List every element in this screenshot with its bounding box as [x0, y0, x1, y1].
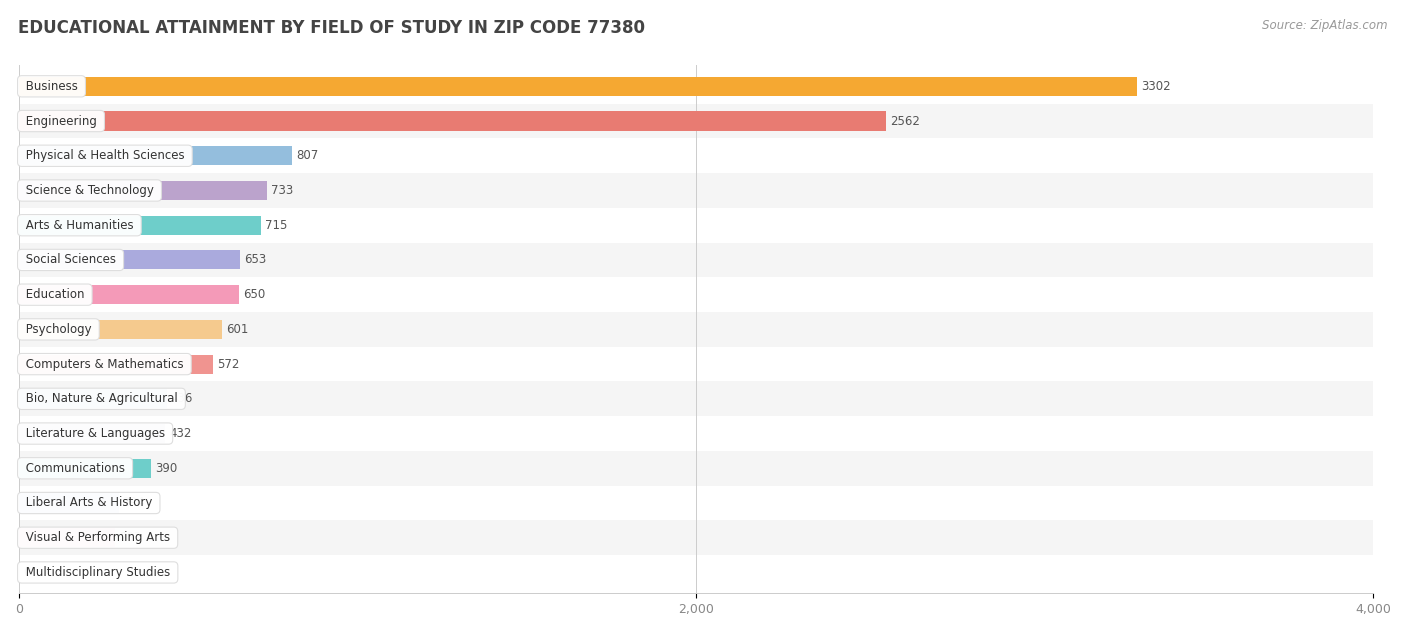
Text: 650: 650: [243, 288, 266, 301]
Bar: [20, 146, 292, 165]
Text: Social Sciences: Social Sciences: [21, 254, 120, 266]
Text: Source: ZipAtlas.com: Source: ZipAtlas.com: [1263, 19, 1388, 32]
Text: Literature & Languages: Literature & Languages: [21, 427, 169, 440]
Text: 807: 807: [297, 150, 319, 162]
Bar: [20, 451, 1374, 486]
Bar: [20, 138, 1374, 173]
Bar: [20, 389, 166, 408]
Text: 294: 294: [122, 497, 145, 509]
Bar: [20, 555, 1374, 590]
Text: Visual & Performing Arts: Visual & Performing Arts: [21, 531, 173, 544]
Bar: [20, 521, 1374, 555]
Bar: [20, 312, 1374, 347]
Text: Bio, Nature & Agricultural: Bio, Nature & Agricultural: [21, 392, 181, 405]
Text: Science & Technology: Science & Technology: [21, 184, 157, 197]
Bar: [20, 355, 212, 374]
Text: Communications: Communications: [21, 462, 128, 475]
Text: 283: 283: [120, 531, 141, 544]
Text: Multidisciplinary Studies: Multidisciplinary Studies: [21, 566, 174, 579]
Text: Arts & Humanities: Arts & Humanities: [21, 219, 136, 232]
Bar: [20, 486, 1374, 521]
Text: 572: 572: [217, 358, 239, 370]
Bar: [20, 528, 115, 547]
Bar: [20, 459, 150, 478]
Text: 432: 432: [169, 427, 191, 440]
Bar: [20, 69, 1374, 103]
Text: Physical & Health Sciences: Physical & Health Sciences: [21, 150, 188, 162]
Bar: [20, 242, 1374, 277]
Bar: [20, 424, 166, 443]
Bar: [20, 173, 1374, 208]
Text: 653: 653: [245, 254, 266, 266]
Bar: [20, 493, 118, 512]
Text: Liberal Arts & History: Liberal Arts & History: [21, 497, 156, 509]
Text: Computers & Mathematics: Computers & Mathematics: [21, 358, 187, 370]
Text: Business: Business: [21, 80, 82, 93]
Bar: [20, 103, 1374, 138]
Text: 3302: 3302: [1140, 80, 1170, 93]
Bar: [20, 277, 1374, 312]
Bar: [20, 251, 240, 269]
Bar: [20, 181, 267, 200]
Bar: [20, 208, 1374, 242]
Text: 733: 733: [271, 184, 294, 197]
Text: Psychology: Psychology: [21, 323, 96, 336]
Bar: [20, 112, 886, 131]
Text: 0: 0: [22, 566, 31, 579]
Bar: [20, 416, 1374, 451]
Text: 436: 436: [170, 392, 193, 405]
Text: 2562: 2562: [890, 115, 920, 127]
Bar: [20, 382, 1374, 416]
Text: EDUCATIONAL ATTAINMENT BY FIELD OF STUDY IN ZIP CODE 77380: EDUCATIONAL ATTAINMENT BY FIELD OF STUDY…: [18, 19, 645, 37]
Bar: [20, 77, 1137, 96]
Bar: [20, 285, 239, 304]
Bar: [20, 320, 222, 339]
Text: Engineering: Engineering: [21, 115, 100, 127]
Bar: [20, 347, 1374, 382]
Text: Education: Education: [21, 288, 89, 301]
Text: 390: 390: [155, 462, 177, 475]
Bar: [20, 216, 262, 235]
Text: 715: 715: [266, 219, 287, 232]
Text: 601: 601: [226, 323, 249, 336]
